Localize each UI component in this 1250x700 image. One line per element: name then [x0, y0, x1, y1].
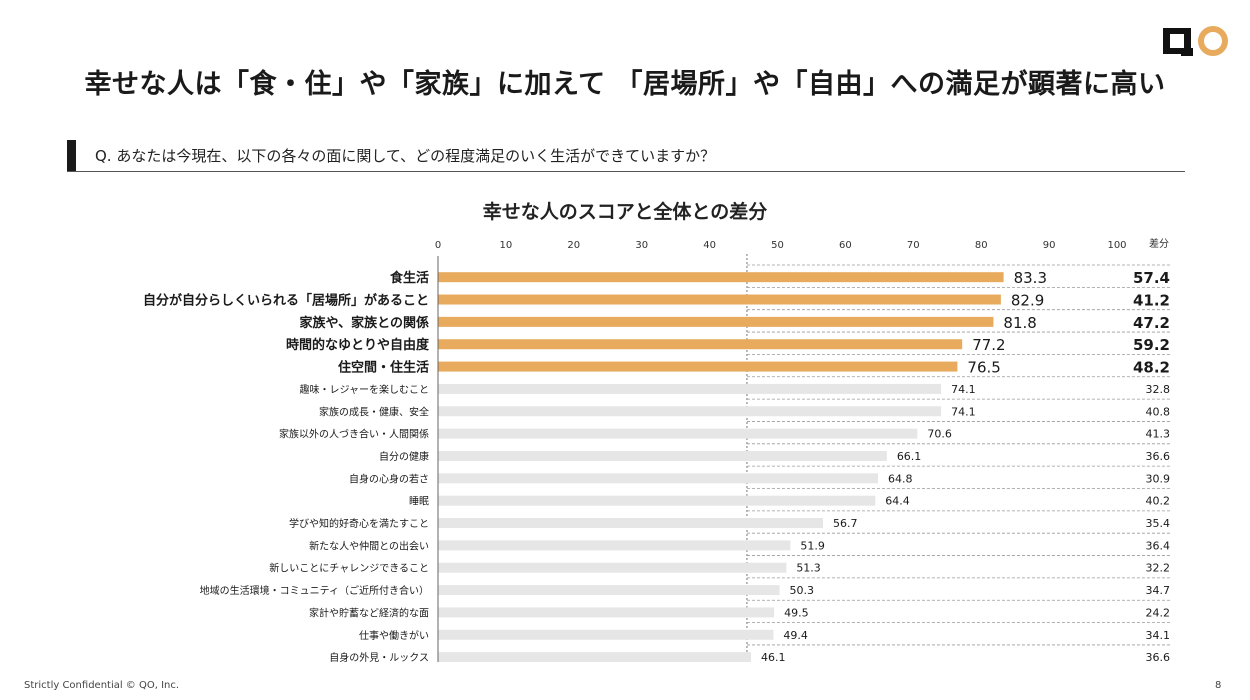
bar	[438, 629, 774, 640]
bar	[438, 585, 780, 596]
x-tick-label: 90	[1043, 240, 1056, 251]
bar	[438, 562, 787, 573]
logo-q-tail	[1181, 48, 1193, 56]
diff-label: 36.6	[1146, 450, 1171, 463]
category-label: 自分の健康	[379, 450, 429, 463]
value-label: 56.7	[833, 517, 858, 530]
diff-label: 32.2	[1146, 562, 1171, 575]
category-label: 趣味・レジャーを楽しむこと	[300, 383, 430, 396]
diff-column-header: 差分	[1149, 237, 1169, 250]
logo-o	[1198, 26, 1228, 56]
category-label: 仕事や働きがい	[359, 629, 429, 642]
x-tick-label: 10	[500, 240, 513, 251]
value-label: 51.3	[796, 562, 821, 575]
diff-label: 40.8	[1146, 405, 1171, 418]
diff-label: 41.2	[1133, 292, 1170, 310]
x-tick-label: 40	[703, 240, 716, 251]
x-tick-label: 50	[771, 240, 784, 251]
value-label: 74.1	[951, 405, 976, 418]
bar	[438, 540, 791, 551]
diff-label: 34.7	[1146, 584, 1171, 597]
value-label: 64.8	[888, 472, 913, 485]
category-label: 睡眠	[409, 495, 429, 508]
diff-label: 24.2	[1146, 606, 1171, 619]
category-label: 家計や貯蓄など経済的な面	[309, 606, 429, 619]
category-label: 学びや知的好奇心を満たすこと	[289, 517, 429, 530]
value-label: 50.3	[790, 584, 815, 597]
value-label: 51.9	[800, 539, 825, 552]
value-label: 76.5	[967, 359, 1000, 377]
x-tick-label: 70	[907, 240, 920, 251]
qo-logo: QO	[1161, 24, 1228, 56]
value-label: 70.6	[927, 428, 952, 441]
diff-label: 35.4	[1146, 517, 1171, 530]
bar	[438, 383, 942, 394]
diff-label: 30.9	[1146, 472, 1171, 485]
value-label: 81.8	[1003, 314, 1036, 332]
diff-label: 32.8	[1146, 383, 1171, 396]
diff-label: 34.1	[1146, 629, 1171, 642]
diff-label: 57.4	[1133, 269, 1170, 287]
x-tick-label: 0	[435, 240, 441, 251]
category-label: 新たな人や仲間との出会い	[309, 539, 429, 552]
value-label: 49.5	[784, 606, 809, 619]
diff-label: 48.2	[1133, 359, 1170, 377]
value-label: 77.2	[972, 336, 1005, 354]
bar	[438, 518, 823, 529]
value-label: 74.1	[951, 383, 976, 396]
x-tick-label: 100	[1107, 240, 1126, 251]
bar	[438, 607, 775, 618]
bar	[438, 339, 963, 350]
diff-label: 41.3	[1146, 428, 1171, 441]
category-label: 家族以外の人づき合い・人間関係	[279, 428, 429, 441]
x-tick-label: 30	[635, 240, 648, 251]
category-label: 家族や、家族との関係	[300, 315, 429, 331]
bar	[438, 361, 958, 372]
category-label: 時間的なゆとりや自由度	[286, 337, 430, 353]
category-label: 自身の外見・ルックス	[329, 651, 429, 662]
bar	[438, 428, 918, 439]
value-label: 66.1	[897, 450, 922, 463]
diff-label: 47.2	[1133, 314, 1170, 332]
category-label: 家族の成長・健康、安全	[319, 405, 429, 418]
diff-label: 40.2	[1146, 495, 1171, 508]
chart-title: 幸せな人のスコアと全体との差分	[482, 201, 768, 223]
value-label: 82.9	[1011, 292, 1044, 310]
x-tick-label: 60	[839, 240, 852, 251]
category-label: 新しいことにチャレンジできること	[269, 562, 429, 575]
diff-label: 59.2	[1133, 336, 1170, 354]
bar	[438, 294, 1001, 305]
category-label: 自分が自分らしくいられる「居場所」があること	[143, 293, 429, 309]
x-tick-label: 80	[975, 240, 988, 251]
question-marker	[67, 140, 76, 171]
value-label: 46.1	[761, 651, 786, 662]
bar	[438, 450, 887, 461]
footer-confidential: Strictly Confidential © QO, Inc.	[24, 680, 180, 691]
category-label: 食生活	[390, 270, 429, 286]
bar	[438, 272, 1004, 283]
category-label: 地域の生活環境・コミュニティ（ご近所付き合い）	[200, 584, 429, 597]
logo-text: QO	[1161, 24, 1163, 25]
survey-question: Q. あなたは今現在、以下の各々の面に関して、どの程度満足のいく生活ができていま…	[95, 147, 716, 165]
logo-q-inner	[1170, 34, 1184, 48]
value-label: 64.4	[885, 495, 910, 508]
page-title: 幸せな人は「食・住」や「家族」に加えて 「居場所」や「自由」への満足が顕著に高い	[84, 69, 1166, 100]
bar	[438, 473, 878, 484]
value-label: 49.4	[783, 629, 808, 642]
bar	[438, 652, 752, 662]
category-label: 住空間・住生活	[338, 360, 429, 376]
page-number: 8	[1215, 680, 1222, 691]
value-label: 83.3	[1014, 269, 1047, 287]
bar	[438, 495, 876, 506]
diff-label: 36.6	[1146, 651, 1171, 662]
x-tick-label: 20	[567, 240, 580, 251]
question-divider	[67, 171, 1185, 172]
bar	[438, 316, 994, 327]
diff-label: 36.4	[1146, 539, 1171, 552]
category-label: 自身の心身の若さ	[349, 472, 429, 485]
bar	[438, 406, 942, 417]
